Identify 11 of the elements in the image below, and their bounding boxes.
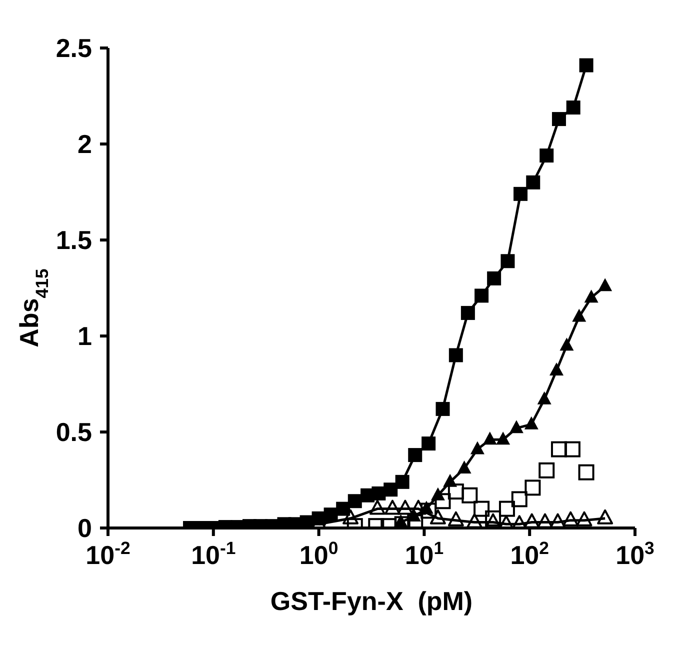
x-tick-label: 10$^{-1}$: [191, 538, 236, 570]
y-tick-label: 2.5: [56, 33, 92, 63]
x-tick-label: 10$^{2}$: [510, 538, 550, 570]
x-tick-label: 10$^{0}$: [299, 538, 338, 570]
x-axis-title: GST-Fyn-X (pM): [270, 586, 473, 616]
y-tick-label: 1.5: [56, 225, 92, 255]
y-tick-label: 2: [78, 129, 92, 159]
x-tick-label: 10$^{3}$: [616, 538, 655, 570]
y-tick-label: 0.5: [56, 417, 92, 447]
y-tick-label: 1: [78, 321, 92, 351]
x-tick-label: 10$^{1}$: [404, 538, 444, 570]
